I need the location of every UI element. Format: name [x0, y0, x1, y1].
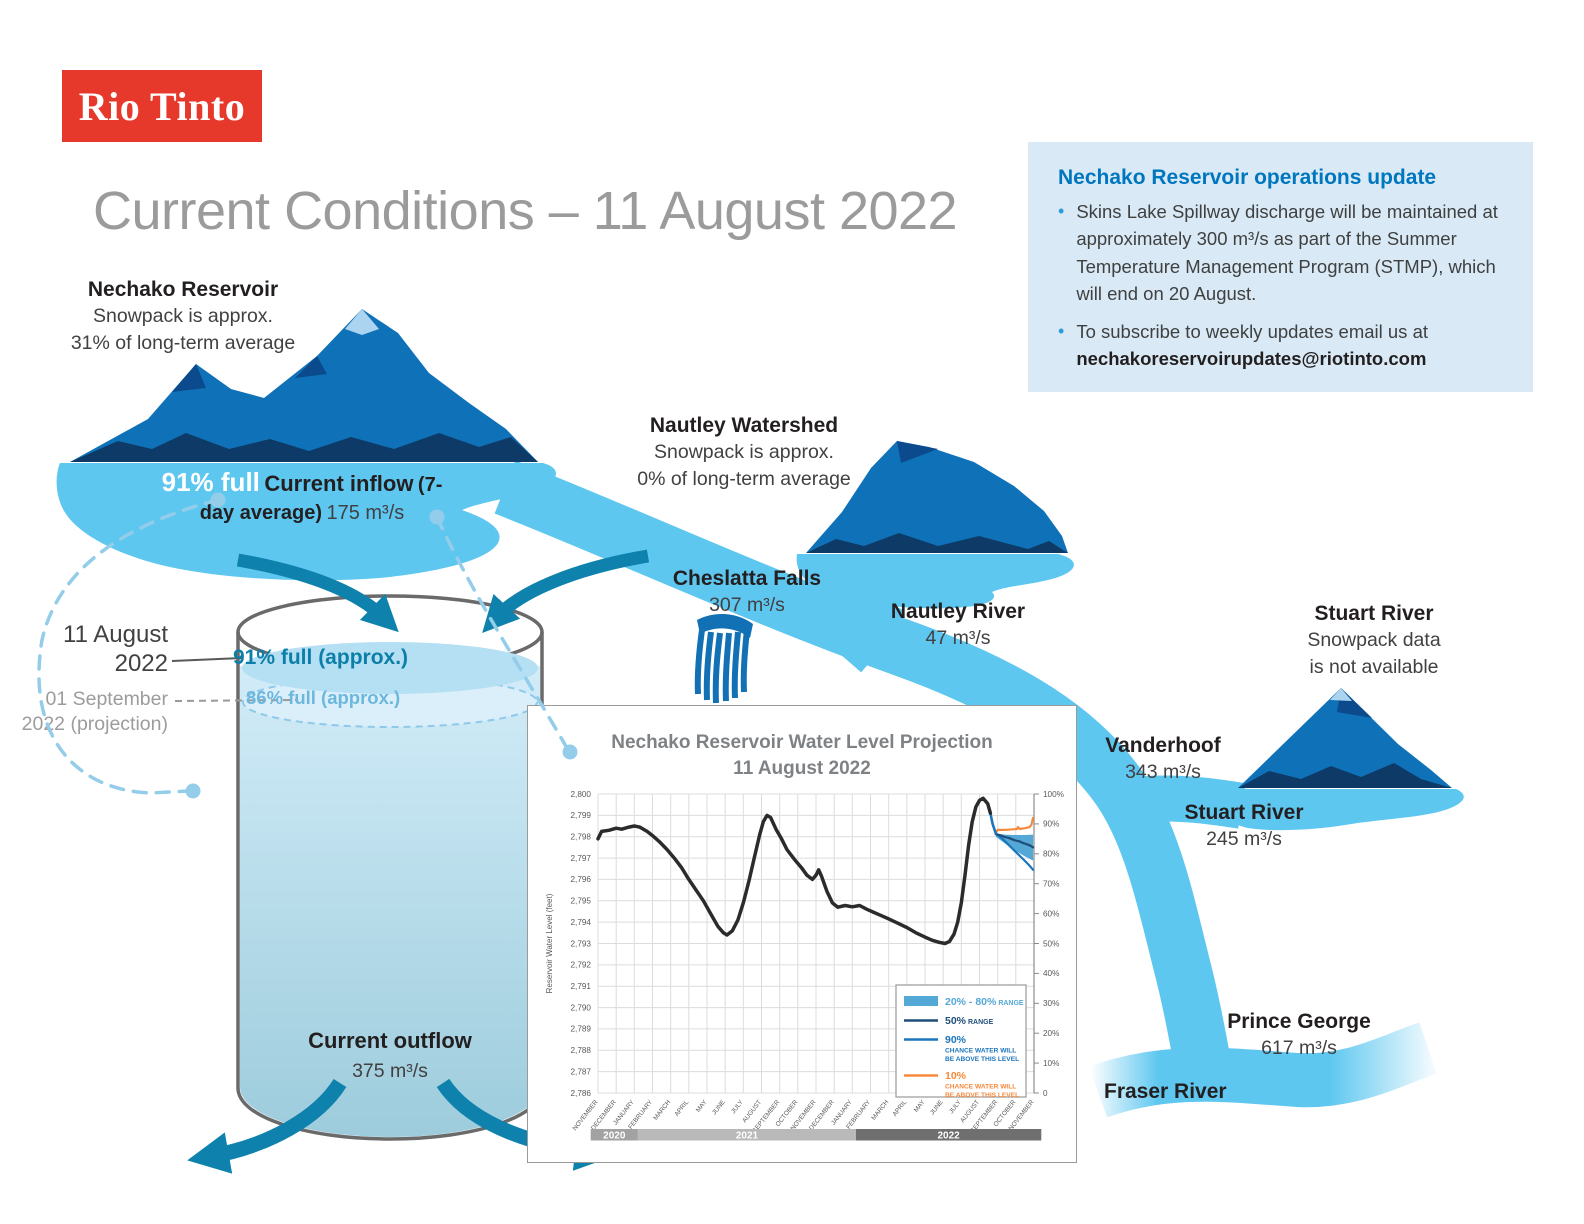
cheslatta-falls-label: Cheslatta Falls 307 m³/s	[672, 567, 822, 616]
svg-text:2,793: 2,793	[571, 939, 592, 948]
svg-text:APRIL: APRIL	[891, 1099, 908, 1118]
svg-text:MAY: MAY	[695, 1098, 709, 1113]
main-river	[494, 460, 1235, 1092]
subscribe-email[interactable]: nechakoreservoirupdates@riotinto.com	[1076, 347, 1427, 369]
svg-text:90%: 90%	[1043, 820, 1059, 829]
percent-full-label: 91% full	[161, 467, 260, 497]
projected-level-pointer	[174, 699, 297, 702]
svg-text:10%: 10%	[945, 1070, 967, 1082]
svg-text:2,794: 2,794	[571, 918, 592, 927]
svg-text:2,795: 2,795	[571, 897, 592, 906]
page-title: Current Conditions – 11 August 2022	[93, 181, 958, 241]
svg-text:2,788: 2,788	[571, 1046, 592, 1055]
svg-text:BE ABOVE THIS LEVEL: BE ABOVE THIS LEVEL	[945, 1092, 1019, 1099]
svg-text:80%: 80%	[1043, 850, 1059, 859]
projection-date-label: 01 September 2022 (projection)	[21, 688, 168, 735]
svg-text:2,791: 2,791	[571, 982, 592, 991]
prince-george-label: Prince George 617 m³/s	[1227, 1010, 1371, 1059]
svg-text:2,798: 2,798	[571, 833, 592, 842]
svg-text:BE ABOVE THIS LEVEL: BE ABOVE THIS LEVEL	[945, 1056, 1019, 1063]
svg-text:JULY: JULY	[730, 1098, 745, 1115]
current-level-pointer	[171, 657, 243, 662]
nautley-river-branch	[818, 585, 905, 673]
inflow-value: 175 m³/s	[326, 502, 405, 524]
outflow-value: 375 m³/s	[352, 1060, 428, 1082]
rio-tinto-logo: Rio Tinto	[62, 70, 262, 142]
rio-tinto-wordmark: Rio Tinto	[78, 83, 246, 129]
svg-text:0: 0	[1043, 1089, 1048, 1098]
svg-text:30%: 30%	[1043, 999, 1059, 1008]
current-level-label: 91% full (approx.)	[233, 646, 409, 669]
projected-level-label: 86% full (approx.)	[246, 687, 401, 708]
svg-text:70%: 70%	[1043, 880, 1059, 889]
svg-text:2,789: 2,789	[571, 1025, 592, 1034]
nechako-reservoir-label: Nechako Reservoir Snowpack is approx. 31…	[70, 278, 296, 354]
svg-text:2022: 2022	[937, 1131, 960, 1142]
svg-text:JUNE: JUNE	[711, 1099, 727, 1116]
stuart-lake	[1225, 789, 1464, 831]
bullet-icon: •	[1058, 201, 1065, 221]
svg-text:2,792: 2,792	[571, 961, 592, 970]
stuart-river-label: Stuart River 245 m³/s	[1184, 801, 1304, 850]
svg-text:2,796: 2,796	[571, 875, 592, 884]
svg-text:2,790: 2,790	[571, 1003, 592, 1012]
operations-update-heading: Nechako Reservoir operations update	[1058, 166, 1437, 189]
nechako-mountain	[70, 309, 538, 462]
waterfall-icon	[694, 614, 753, 704]
outflow-label: Current outflow 375 m³/s	[240, 1026, 540, 1086]
svg-text:JULY: JULY	[948, 1098, 963, 1115]
update-bullet-2: • To subscribe to weekly updates email u…	[1058, 318, 1503, 373]
svg-text:2,797: 2,797	[571, 854, 592, 863]
svg-text:90%: 90%	[945, 1034, 967, 1046]
water-level-projection-chart: Nechako Reservoir Water Level Projection…	[527, 705, 1077, 1163]
reservoir-status-label: 91% full Current inflow (7-day average) …	[161, 467, 443, 524]
svg-text:2,800: 2,800	[571, 790, 592, 799]
svg-text:10%: 10%	[1043, 1059, 1059, 1068]
svg-text:CHANCE WATER WILL: CHANCE WATER WILL	[945, 1084, 1016, 1091]
stuart-watershed-label: Stuart River Snowpack data is not availa…	[1307, 602, 1441, 678]
svg-text:MARCH: MARCH	[870, 1099, 890, 1122]
nautley-lake	[796, 554, 1074, 609]
svg-text:40%: 40%	[1043, 969, 1059, 978]
nautley-watershed-label: Nautley Watershed Snowpack is approx. 0%…	[637, 414, 851, 490]
svg-text:2,787: 2,787	[571, 1067, 592, 1076]
nautley-mountain	[806, 441, 1068, 553]
svg-text:JUNE: JUNE	[929, 1099, 945, 1116]
svg-text:2,799: 2,799	[571, 811, 592, 820]
chart-plot-area: 2,786 2,787 2,788 2,789 2,790 2,791 2,792 2,793…	[545, 790, 1064, 1142]
chart-subtitle: 11 August 2022	[733, 758, 871, 779]
svg-text:APRIL: APRIL	[673, 1099, 690, 1118]
bullet-icon: •	[1058, 320, 1065, 341]
svg-text:2,786: 2,786	[571, 1089, 592, 1098]
svg-text:2021: 2021	[736, 1131, 759, 1142]
svg-text:20%: 20%	[1043, 1029, 1059, 1038]
svg-text:Reservoir Water Level (feet): Reservoir Water Level (feet)	[545, 893, 554, 993]
stuart-mountain	[1238, 688, 1452, 788]
svg-text:MARCH: MARCH	[652, 1099, 672, 1122]
chart-title: Nechako Reservoir Water Level Projection	[611, 732, 993, 753]
update-bullet-1: • Skins Lake Spillway discharge will be …	[1058, 198, 1503, 308]
current-date-label: 11 August 2022	[63, 621, 168, 677]
svg-text:MAY: MAY	[913, 1098, 927, 1113]
fraser-river-band	[1088, 1022, 1437, 1118]
svg-text:60%: 60%	[1043, 909, 1059, 918]
svg-text:2020: 2020	[603, 1131, 626, 1142]
svg-text:50%: 50%	[1043, 939, 1059, 948]
svg-text:CHANCE WATER WILL: CHANCE WATER WILL	[945, 1048, 1016, 1055]
operations-update-panel: Nechako Reservoir operations update • Sk…	[1028, 142, 1533, 392]
svg-text:100%: 100%	[1043, 790, 1064, 799]
fraser-river-label: Fraser River	[1104, 1080, 1227, 1103]
nautley-river-label: Nautley River 47 m³/s	[890, 600, 1026, 649]
vanderhoof-label: Vanderhoof 343 m³/s	[1105, 734, 1221, 783]
